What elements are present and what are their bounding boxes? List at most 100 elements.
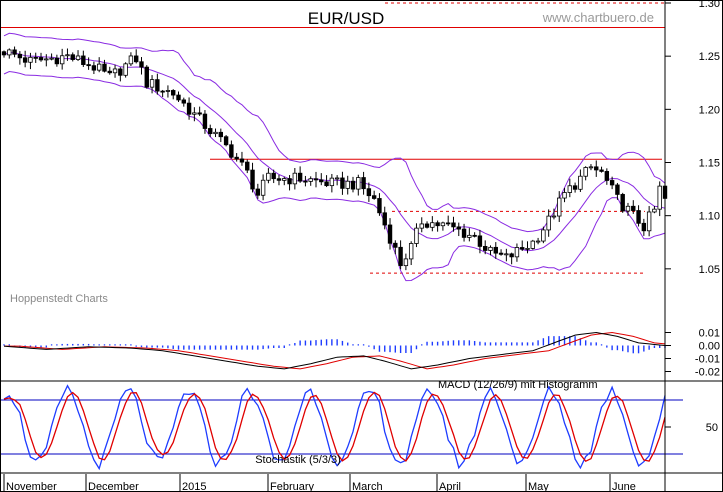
candle-body bbox=[652, 208, 657, 213]
candle-body bbox=[546, 215, 551, 231]
candle-body bbox=[144, 66, 149, 88]
price-panel: 1.30 1.25 1.20 1.15 1.10 1.05 EUR/USD www.cha… bbox=[0, 0, 720, 305]
candle-body bbox=[393, 242, 398, 248]
macd-panel: 0.010.00-0.01-0.02 MACD (12/26/9) mit Hi… bbox=[3, 328, 720, 391]
candle-body bbox=[398, 246, 403, 267]
candle-body bbox=[123, 63, 128, 76]
candle-body bbox=[17, 53, 23, 59]
candle-body bbox=[504, 253, 509, 256]
month-axis: November December 2015 February March April Ma… bbox=[3, 474, 636, 492]
candle-body bbox=[525, 247, 530, 250]
candle-body bbox=[28, 56, 33, 63]
candle-body bbox=[324, 181, 329, 187]
price-tick-label: 1.30 bbox=[699, 0, 720, 10]
candle-body bbox=[192, 112, 197, 115]
candle-body bbox=[308, 178, 313, 182]
candle-body bbox=[514, 247, 520, 258]
candle-body bbox=[218, 131, 224, 138]
stochastic-tick-label: 50 bbox=[706, 422, 718, 434]
candle-body bbox=[345, 180, 350, 189]
month-label: May bbox=[528, 481, 549, 492]
month-label: April bbox=[439, 481, 461, 492]
candle-body bbox=[287, 178, 292, 185]
candle-body bbox=[657, 185, 662, 210]
candle-body bbox=[445, 222, 451, 225]
candle-body bbox=[49, 57, 54, 60]
candle-body bbox=[102, 63, 107, 72]
candle-body bbox=[572, 185, 578, 190]
candle-body bbox=[12, 49, 17, 55]
macd-label: MACD (12/26/9) mit Histogramm bbox=[438, 379, 598, 391]
candle-body bbox=[271, 172, 276, 180]
candle-body bbox=[583, 167, 588, 177]
candle-body bbox=[176, 94, 181, 101]
candle-body bbox=[636, 210, 641, 224]
price-tick-label: 1.25 bbox=[699, 51, 720, 63]
candle-body bbox=[625, 205, 631, 212]
candle-body bbox=[461, 228, 467, 238]
macd-tick-label: -0.01 bbox=[695, 354, 720, 366]
candle-body bbox=[292, 172, 298, 185]
bollinger-upper bbox=[3, 32, 666, 233]
candle-body bbox=[313, 178, 319, 181]
candle-body bbox=[567, 185, 573, 193]
candle-body bbox=[578, 175, 583, 190]
price-level-lines bbox=[0, 2, 665, 274]
candle-body bbox=[229, 144, 234, 158]
candle-body bbox=[435, 222, 440, 227]
candle-body bbox=[609, 180, 615, 186]
source-label: Hoppenstedt Charts bbox=[10, 293, 108, 305]
price-tick-label: 1.15 bbox=[699, 158, 720, 170]
price-axis-ticks: 1.30 1.25 1.20 1.15 1.10 1.05 bbox=[665, 0, 720, 276]
candle-body bbox=[223, 136, 229, 146]
candle-body bbox=[260, 179, 266, 196]
candle-body bbox=[382, 212, 387, 226]
candle-body bbox=[107, 70, 112, 74]
price-tick-label: 1.10 bbox=[699, 211, 720, 223]
candle-body bbox=[22, 57, 28, 63]
macd-axis-ticks: 0.010.00-0.01-0.02 bbox=[665, 328, 720, 379]
candle-body bbox=[54, 57, 60, 65]
candle-body bbox=[1, 51, 7, 56]
candle-body bbox=[96, 63, 102, 71]
candle-body bbox=[33, 56, 38, 59]
candle-body bbox=[171, 90, 176, 96]
candle-body bbox=[329, 177, 335, 187]
macd-lines bbox=[3, 331, 666, 370]
candle-body bbox=[276, 178, 282, 181]
candle-body bbox=[562, 192, 567, 199]
bollinger-middle bbox=[3, 51, 666, 252]
month-label: February bbox=[270, 481, 315, 492]
candle-body bbox=[646, 211, 652, 232]
candle-body bbox=[81, 55, 86, 65]
candle-body bbox=[350, 180, 356, 190]
stochastic-axis-ticks: 50 bbox=[665, 422, 718, 434]
month-label: November bbox=[6, 481, 57, 492]
candle-body bbox=[408, 243, 414, 260]
candle-body bbox=[424, 223, 430, 228]
chart-title: EUR/USD bbox=[308, 9, 385, 28]
candle-body bbox=[208, 128, 213, 135]
candle-body bbox=[297, 172, 303, 182]
candle-body bbox=[483, 246, 488, 251]
month-label: 2015 bbox=[182, 481, 206, 492]
watermark: www.chartbuero.de bbox=[542, 10, 654, 25]
candle-body bbox=[128, 55, 134, 65]
candle-body bbox=[334, 177, 340, 180]
candle-body bbox=[551, 215, 557, 218]
candle-body bbox=[197, 112, 202, 115]
candle-body bbox=[59, 55, 65, 65]
candle-body bbox=[139, 61, 144, 68]
candle-body bbox=[202, 113, 208, 129]
candle-body bbox=[451, 222, 456, 228]
stochastic-label: Stochastik (5/3/3) bbox=[255, 454, 341, 466]
candle-body bbox=[509, 253, 514, 258]
candle-body bbox=[86, 64, 91, 67]
candle-body bbox=[340, 177, 345, 189]
candle-body bbox=[282, 178, 287, 181]
candle-body bbox=[631, 205, 636, 211]
candle-body bbox=[493, 246, 498, 254]
candle-body bbox=[620, 194, 625, 212]
